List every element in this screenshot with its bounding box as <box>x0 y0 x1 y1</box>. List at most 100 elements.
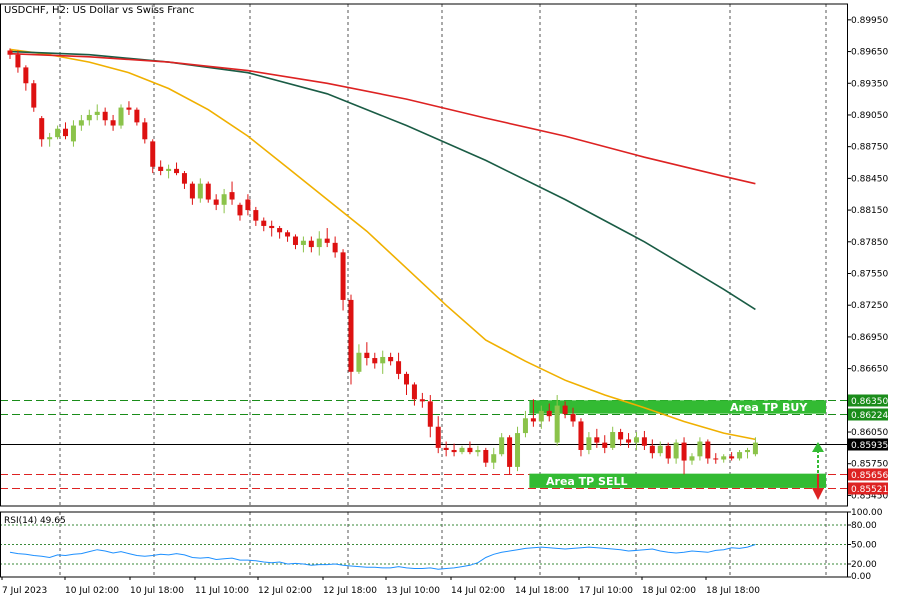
candle-body <box>245 199 251 211</box>
candle-body <box>118 107 124 126</box>
arrow-up <box>812 442 824 452</box>
candle-body <box>586 437 592 450</box>
candle-body <box>158 166 164 171</box>
y-tick-label: 0.87250 <box>851 301 888 311</box>
candle-body <box>570 414 576 422</box>
candle-body <box>31 83 37 108</box>
rsi-tick-label: 50.00 <box>851 541 877 551</box>
candle-body <box>300 240 306 245</box>
candle-body <box>94 111 100 115</box>
candle-body <box>697 441 703 457</box>
candle-body <box>594 437 600 443</box>
rsi-frame <box>0 511 848 578</box>
candle-body <box>110 120 116 126</box>
candle-body <box>213 199 219 205</box>
candle-body <box>626 439 632 443</box>
candle-body <box>86 114 92 121</box>
candle-body <box>404 373 409 385</box>
y-tick-label: 0.88150 <box>851 206 888 216</box>
rsi-tick-label: 20.00 <box>851 560 877 570</box>
candle-body <box>181 173 187 184</box>
candle-body <box>665 445 671 459</box>
candle-body <box>70 125 76 142</box>
candle-body <box>134 109 140 123</box>
rsi-tick-label: 80.00 <box>851 521 877 531</box>
candle-body <box>435 426 441 448</box>
candle-body <box>578 421 584 450</box>
y-tick-label: 0.89650 <box>851 48 888 58</box>
candle-body <box>705 441 711 459</box>
candle-body <box>277 228 283 233</box>
level-label-bg-red-1 <box>848 468 888 481</box>
candle-body <box>253 210 259 221</box>
signal-arrows <box>812 442 824 500</box>
candle-body <box>126 107 132 110</box>
candle-body <box>467 447 473 453</box>
x-tick-label: 12 Jul 02:00 <box>258 586 312 596</box>
candle-body <box>356 352 362 372</box>
area-tp-buy-box <box>529 400 826 414</box>
main-frame <box>0 3 848 507</box>
candle-body <box>633 437 639 443</box>
y-tick-label: 0.86650 <box>851 365 888 375</box>
candle-body <box>475 449 481 453</box>
x-tick-label: 17 Jul 10:00 <box>579 586 633 596</box>
candle-body <box>689 456 695 461</box>
candle-body <box>23 67 29 84</box>
area-tp-buy-label: Area TP BUY <box>730 401 808 414</box>
candle-body <box>752 442 758 455</box>
candle-body <box>102 111 108 121</box>
area-tp-sell-box <box>529 473 826 488</box>
candle-body <box>316 238 322 248</box>
level-label-bg-green-2 <box>848 408 888 421</box>
candle-body <box>150 141 156 167</box>
rsi-line <box>9 544 756 570</box>
area-tp-sell-label: Area TP SELL <box>546 475 628 488</box>
level-label-bg-green-1 <box>848 394 888 407</box>
x-tick-label: 12 Jul 18:00 <box>323 586 377 596</box>
candle-body <box>372 358 378 364</box>
level-label-red-1: 0.85656 <box>851 471 888 481</box>
candle-body <box>55 128 61 138</box>
candle-body <box>324 238 330 243</box>
candle-body <box>419 399 425 402</box>
candle-body <box>522 418 528 434</box>
candle-body <box>554 405 560 443</box>
candle-body <box>388 356 394 362</box>
rsi-tick-label: 0.00 <box>851 572 871 582</box>
rsi-label: RSI(14) 49.65 <box>4 516 66 526</box>
candle-body <box>530 418 536 422</box>
candle-body <box>618 432 624 440</box>
candle-body <box>396 361 402 374</box>
x-tick-label: 10 Jul 02:00 <box>65 586 119 596</box>
level-label-green-2: 0.86224 <box>851 411 888 421</box>
candle-body <box>602 442 608 448</box>
candle-body <box>641 437 647 446</box>
x-tick-label: 14 Jul 02:00 <box>451 586 505 596</box>
candle-body <box>332 242 338 253</box>
candle-body <box>673 442 679 459</box>
candle-body <box>7 50 13 55</box>
moving-averages <box>9 48 756 441</box>
x-tick-label: 18 Jul 18:00 <box>706 586 760 596</box>
candle-body <box>451 449 457 453</box>
x-tick-label: 7 Jul 2023 <box>2 586 47 596</box>
candle-body <box>744 449 750 453</box>
y-tick-label: 0.89950 <box>851 16 888 26</box>
candle-body <box>649 445 655 454</box>
axes: 7 Jul 2023 10 Jul 02:00 10 Jul 18:00 11 Jul… <box>0 3 888 596</box>
candle-body <box>15 54 21 68</box>
candle-body <box>737 452 743 459</box>
candle-body <box>47 137 53 140</box>
candle-body <box>507 437 513 467</box>
tp-areas: Area TP BUY Area TP SELL <box>529 400 826 488</box>
level-label-bg-current <box>848 438 888 451</box>
moving-average-1 <box>9 48 756 441</box>
x-tick-label: 18 Jul 02:00 <box>642 586 696 596</box>
level-label-red-2: 0.85521 <box>851 485 888 495</box>
y-tick-label: 0.88450 <box>851 174 888 184</box>
candle-body <box>237 204 243 216</box>
candle-body <box>348 299 354 372</box>
candle-body <box>380 356 386 364</box>
